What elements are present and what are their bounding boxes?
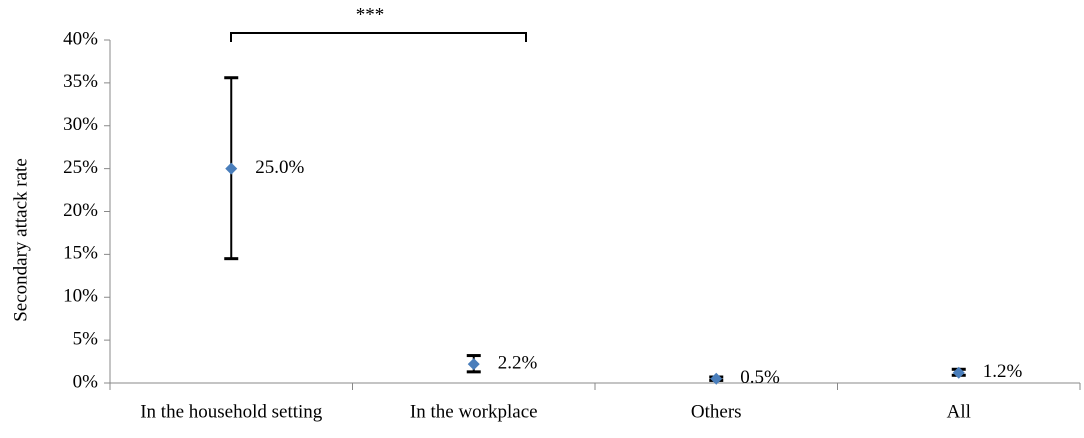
data-label: 25.0% [255, 157, 304, 178]
x-tick-label: In the household setting [140, 401, 323, 422]
point [225, 162, 238, 175]
y-tick-label: 10% [63, 286, 98, 307]
y-tick-label: 35% [63, 71, 98, 92]
y-tick-label: 30% [63, 114, 98, 135]
x-tick-label: All [947, 401, 971, 422]
data-label: 1.2% [983, 361, 1023, 382]
y-tick-label: 25% [63, 157, 98, 178]
y-tick-label: 5% [73, 328, 99, 349]
data-label: 0.5% [740, 367, 780, 388]
x-tick-label: Others [691, 401, 742, 422]
point [467, 358, 480, 371]
y-axis-label: Secondary attack rate [10, 158, 31, 322]
y-tick-label: 15% [63, 243, 98, 264]
x-tick-label: In the workplace [410, 401, 538, 422]
y-tick-label: 20% [63, 200, 98, 221]
significance-annotation: *** [356, 4, 385, 25]
significance-bracket [230, 32, 527, 42]
y-tick-label: 0% [73, 371, 99, 392]
y-tick-label: 40% [63, 28, 98, 49]
data-label: 2.2% [498, 352, 538, 373]
point [710, 372, 723, 385]
point [952, 366, 965, 379]
